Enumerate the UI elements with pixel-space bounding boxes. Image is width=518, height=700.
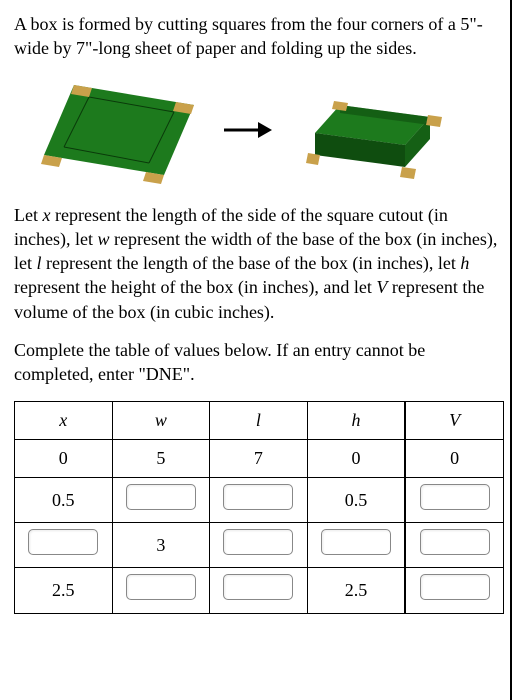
var-w: w bbox=[97, 229, 109, 249]
box-diagram bbox=[14, 75, 504, 185]
cell-h bbox=[307, 522, 405, 567]
cell-V: 0 bbox=[405, 439, 503, 477]
flat-sheet-icon bbox=[34, 75, 204, 185]
table-header-row: x w l h V bbox=[15, 401, 504, 439]
cell-w: 3 bbox=[112, 522, 210, 567]
values-table: x w l h V 057000.50.532.52.5 bbox=[14, 401, 504, 614]
cell-x bbox=[15, 522, 113, 567]
cell-x: 0.5 bbox=[15, 477, 113, 522]
col-l-header: l bbox=[210, 401, 308, 439]
instruction-text: Complete the table of values below. If a… bbox=[14, 338, 504, 387]
l-input[interactable] bbox=[223, 484, 293, 510]
page-right-border bbox=[510, 0, 512, 700]
cell-h: 2.5 bbox=[307, 568, 405, 613]
cell-w bbox=[112, 568, 210, 613]
text-part: represent the length of the base of the … bbox=[42, 253, 461, 273]
V-input[interactable] bbox=[420, 529, 490, 555]
cell-V bbox=[405, 522, 503, 567]
cell-l bbox=[210, 568, 308, 613]
var-h: h bbox=[460, 253, 469, 273]
cell-x: 0 bbox=[15, 439, 113, 477]
V-input[interactable] bbox=[420, 574, 490, 600]
cell-h: 0.5 bbox=[307, 477, 405, 522]
w-input[interactable] bbox=[126, 484, 196, 510]
table-row: 2.5 2.5 bbox=[15, 568, 504, 613]
col-x-header: x bbox=[15, 401, 113, 439]
cell-l bbox=[210, 477, 308, 522]
variable-definitions: Let x represent the length of the side o… bbox=[14, 203, 504, 324]
cell-h: 0 bbox=[307, 439, 405, 477]
cell-w: 5 bbox=[112, 439, 210, 477]
cell-V bbox=[405, 568, 503, 613]
folded-box-icon bbox=[290, 75, 460, 185]
cell-l bbox=[210, 522, 308, 567]
col-w-header: w bbox=[112, 401, 210, 439]
problem-intro: A box is formed by cutting squares from … bbox=[14, 12, 504, 61]
table-row: 3 bbox=[15, 522, 504, 567]
cell-x: 2.5 bbox=[15, 568, 113, 613]
col-V-header: V bbox=[405, 401, 503, 439]
table-row: 0.5 0.5 bbox=[15, 477, 504, 522]
arrow-icon bbox=[222, 115, 272, 145]
cell-w bbox=[112, 477, 210, 522]
cell-V bbox=[405, 477, 503, 522]
col-h-header: h bbox=[307, 401, 405, 439]
l-input[interactable] bbox=[223, 529, 293, 555]
h-input[interactable] bbox=[321, 529, 391, 555]
text-part: represent the height of the box (in inch… bbox=[14, 277, 376, 297]
cell-l: 7 bbox=[210, 439, 308, 477]
l-input[interactable] bbox=[223, 574, 293, 600]
table-row: 05700 bbox=[15, 439, 504, 477]
w-input[interactable] bbox=[126, 574, 196, 600]
var-x: x bbox=[43, 205, 51, 225]
x-input[interactable] bbox=[28, 529, 98, 555]
text-part: Let bbox=[14, 205, 43, 225]
V-input[interactable] bbox=[420, 484, 490, 510]
var-V: V bbox=[376, 277, 387, 297]
